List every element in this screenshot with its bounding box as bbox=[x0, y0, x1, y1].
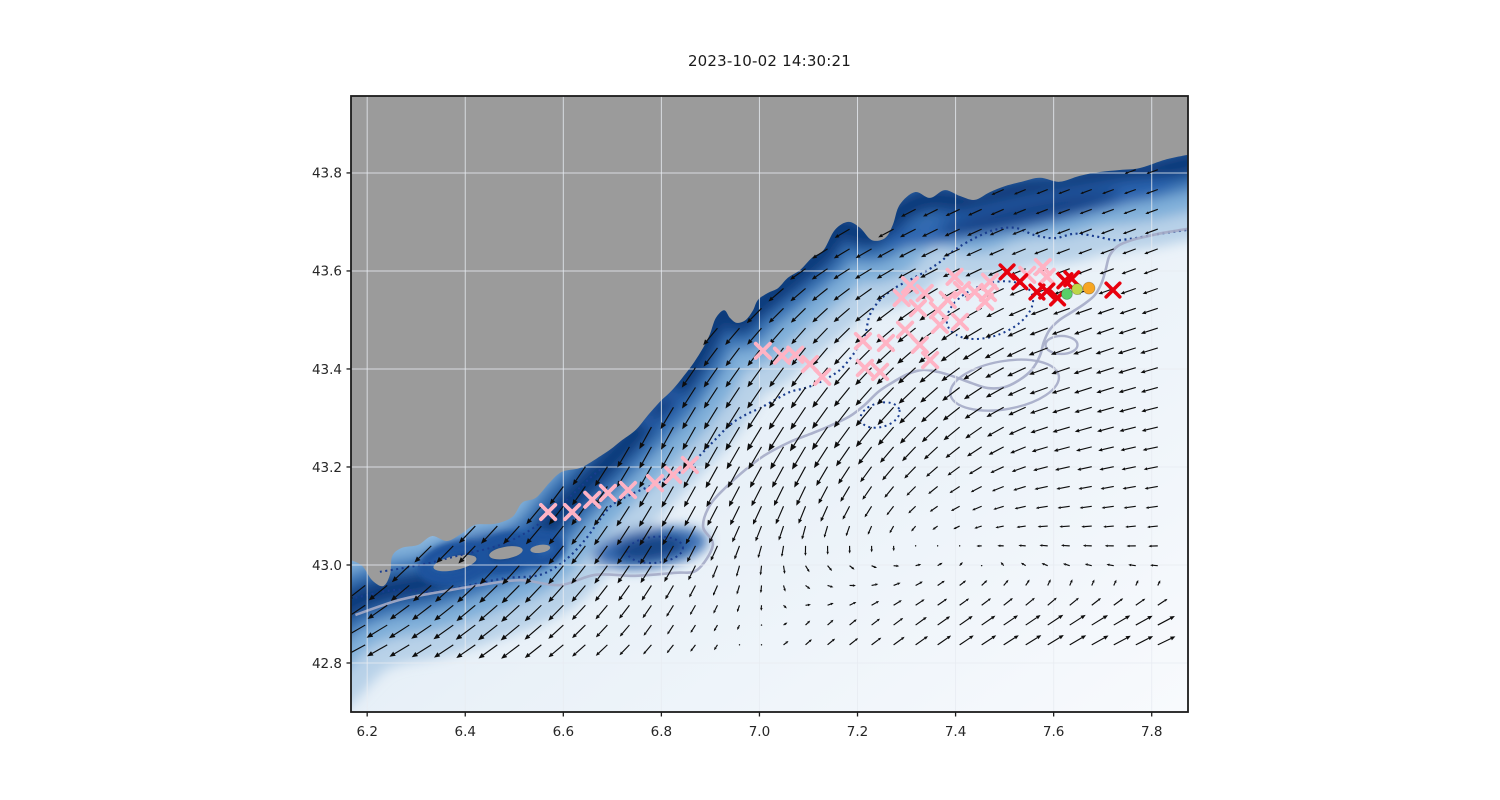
track-pink-x-marker bbox=[938, 290, 957, 309]
track-pink-x-marker bbox=[892, 288, 911, 308]
island bbox=[530, 544, 551, 554]
track-pink-x-marker bbox=[930, 315, 949, 334]
y-tick-label: 43.6 bbox=[312, 264, 342, 280]
x-tick-label: 7.4 bbox=[945, 724, 966, 740]
y-tick-label: 43.2 bbox=[312, 460, 342, 476]
track-pink-x-marker bbox=[583, 490, 602, 509]
dot-orange-marker bbox=[1082, 281, 1096, 295]
x-tick-label: 7.6 bbox=[1043, 724, 1064, 740]
axes-spine bbox=[350, 95, 1189, 713]
track-pink-x-marker bbox=[900, 276, 920, 295]
track-pink-x-marker bbox=[950, 312, 970, 332]
track-red-x-marker bbox=[1038, 282, 1056, 300]
track-pink-x-marker bbox=[978, 283, 998, 303]
track-pink-x-marker bbox=[1037, 267, 1056, 286]
y-tick-label: 42.8 bbox=[312, 656, 342, 672]
track-pink-x-marker bbox=[895, 320, 915, 339]
track-pink-x-marker bbox=[870, 362, 890, 382]
plot-title: 2023-10-02 14:30:21 bbox=[687, 52, 852, 70]
track-pink-x-marker bbox=[645, 474, 665, 493]
x-tick-label: 6.2 bbox=[356, 724, 377, 740]
dot-yellowgreen bbox=[1071, 283, 1084, 295]
track-pink-x bbox=[539, 257, 1056, 522]
track-pink-x-marker bbox=[618, 480, 638, 500]
y-tick-label: 43.4 bbox=[312, 362, 342, 378]
dot-yellowgreen-marker bbox=[1071, 283, 1084, 295]
track-pink-x-marker bbox=[680, 455, 699, 475]
dot-green-marker bbox=[1060, 288, 1073, 300]
y-tick-label: 43.0 bbox=[312, 558, 342, 574]
map-layers bbox=[351, 96, 1188, 712]
x-tick-label: 7.2 bbox=[847, 724, 868, 740]
x-tick-label: 6.8 bbox=[651, 724, 672, 740]
track-red-x-marker bbox=[1011, 273, 1029, 291]
track-pink-x-marker bbox=[910, 335, 929, 355]
track-red-x-marker bbox=[998, 263, 1016, 281]
axis-ticks: 6.2 6.4 6.6 6.8 7.0 7.2 7.4 7.6 7.8 42.8 43.0 43.2 4… bbox=[312, 166, 1163, 740]
y-tick-label: 43.8 bbox=[312, 166, 342, 182]
dot-green bbox=[1060, 288, 1073, 300]
track-pink-x-marker bbox=[853, 331, 873, 351]
dot-orange bbox=[1082, 281, 1096, 295]
land-mass bbox=[351, 96, 1188, 587]
track-pink-x-marker bbox=[855, 358, 874, 378]
x-tick-label: 6.6 bbox=[553, 724, 574, 740]
x-tick-label: 7.0 bbox=[749, 724, 770, 740]
track-pink-x-marker bbox=[945, 267, 964, 286]
track-red-x-marker bbox=[1063, 270, 1081, 288]
track-red-x-marker bbox=[1104, 281, 1122, 299]
track-red-x bbox=[998, 263, 1122, 307]
island bbox=[489, 546, 523, 560]
track-pink-x-marker bbox=[539, 502, 558, 522]
track-pink-x-marker bbox=[908, 299, 927, 318]
track-pink-x-marker bbox=[664, 465, 683, 484]
track-pink-x-marker bbox=[753, 341, 772, 360]
track-pink-x-marker bbox=[786, 345, 805, 364]
track-pink-x-marker bbox=[598, 483, 618, 503]
x-tick-label: 6.4 bbox=[455, 724, 476, 740]
track-pink-x-marker bbox=[1033, 257, 1052, 277]
marker-series bbox=[539, 257, 1122, 522]
track-pink-x-marker bbox=[876, 333, 896, 353]
track-pink-x-marker bbox=[915, 283, 934, 303]
track-pink-x-marker bbox=[813, 367, 832, 386]
current-quiver bbox=[351, 169, 1176, 659]
track-pink-x-marker bbox=[563, 502, 582, 522]
track-pink-x-marker bbox=[920, 351, 940, 370]
x-tick-label: 7.8 bbox=[1141, 724, 1162, 740]
